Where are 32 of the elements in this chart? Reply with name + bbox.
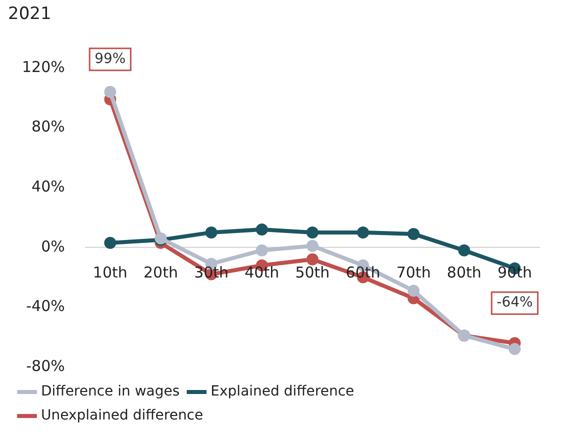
point <box>256 223 268 236</box>
point <box>256 244 268 256</box>
y-tick-label: 0% <box>41 237 65 256</box>
y-tick-label: -80% <box>26 356 65 375</box>
x-tick-label: 80th <box>446 263 482 282</box>
legend-label: Unexplained difference <box>41 408 204 424</box>
y-tick-label: 40% <box>32 177 65 196</box>
point <box>104 86 116 98</box>
data-label: -64% <box>496 294 533 311</box>
x-tick-label: 20th <box>143 263 178 282</box>
x-tick-label: 40th <box>244 263 280 282</box>
point <box>104 236 116 249</box>
y-tick-label: 120% <box>22 58 65 76</box>
x-tick-label: 50th <box>295 263 330 282</box>
x-tick-label: 70th <box>396 263 431 282</box>
point <box>306 253 318 266</box>
x-tick-label: 10th <box>92 263 128 282</box>
legend-label: Explained difference <box>210 384 354 400</box>
point <box>205 226 218 238</box>
point <box>458 244 470 256</box>
chart-title: 2021 <box>8 4 52 24</box>
point <box>306 226 318 238</box>
data-label: 99% <box>94 51 126 68</box>
point <box>357 226 370 238</box>
y-tick-label: 80% <box>32 118 65 136</box>
point <box>306 240 318 252</box>
point <box>508 343 521 356</box>
legend-label: Difference in wages <box>41 384 180 400</box>
point <box>408 284 420 297</box>
point <box>408 228 420 240</box>
y-tick-label: -40% <box>26 297 65 316</box>
x-tick-label: 90th <box>497 263 532 282</box>
